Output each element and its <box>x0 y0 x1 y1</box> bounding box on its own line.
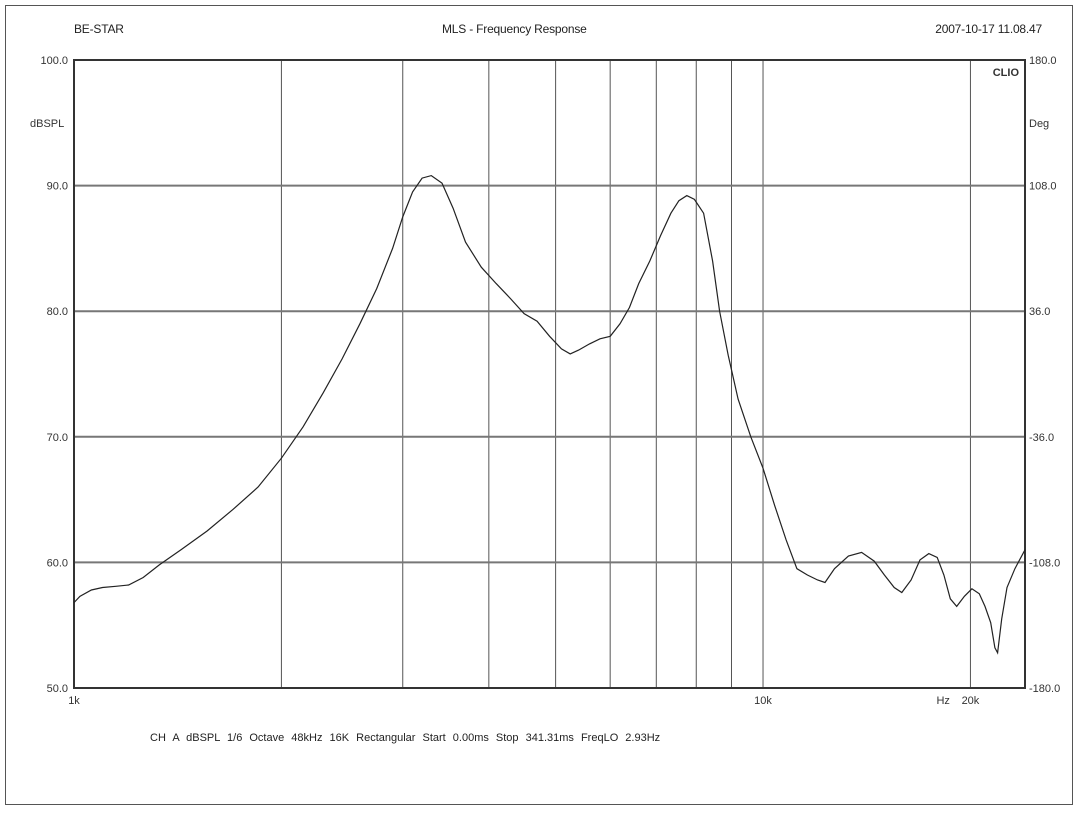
y-tick-label: 70.0 <box>47 432 68 444</box>
y-tick-label: 80.0 <box>47 306 68 318</box>
header-timestamp: 2007-10-17 11.08.47 <box>935 22 1042 36</box>
plot-border <box>73 59 1026 689</box>
x-unit-label: Hz <box>936 695 949 707</box>
clio-logo: CLIO <box>993 67 1020 79</box>
y2-tick-label: -36.0 <box>1029 432 1054 444</box>
y2-axis-label: Deg <box>1029 118 1049 130</box>
y-tick-label: 100.0 <box>40 55 68 67</box>
header-left-label: BE-STAR <box>74 22 124 36</box>
measurement-settings: CH A dBSPL 1/6 Octave 48kHz 16K Rectangu… <box>150 732 661 744</box>
x-tick-label: 10k <box>754 695 772 707</box>
y2-tick-label: -180.0 <box>1029 683 1060 695</box>
y2-tick-label: 36.0 <box>1029 306 1050 318</box>
y2-tick-label: -108.0 <box>1029 557 1060 569</box>
x-tick-label: 1k <box>68 695 80 707</box>
x-tick-label: 20k <box>962 695 980 707</box>
y-tick-label: 90.0 <box>47 181 68 193</box>
y2-tick-label: 108.0 <box>1029 181 1057 193</box>
y-axis-label: dBSPL <box>30 118 64 130</box>
header-title: MLS - Frequency Response <box>442 22 587 36</box>
chart-frame <box>5 5 1073 805</box>
y-tick-label: 60.0 <box>47 557 68 569</box>
y2-tick-label: 180.0 <box>1029 55 1057 67</box>
response-curve <box>73 174 1026 655</box>
y-tick-label: 50.0 <box>47 683 68 695</box>
